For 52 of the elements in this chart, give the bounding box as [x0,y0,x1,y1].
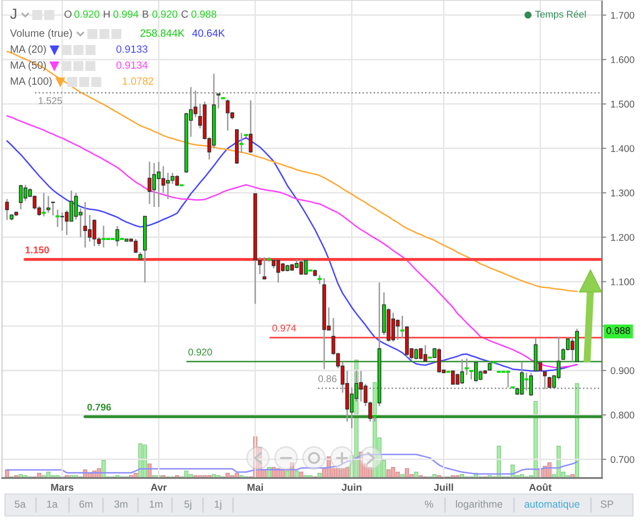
text: % [424,500,434,508]
text: SP [600,500,614,508]
text: 0.988 [606,327,630,334]
x-tick-label: Avr [150,484,167,491]
annotation: C [182,10,188,18]
ref-line-label: 0.796 [87,404,111,411]
annotation: 0.988 [191,10,216,18]
ref-line-label: 1.150 [26,246,49,254]
y-tick-label: 0.900 [610,367,634,374]
text: 5j [184,500,192,510]
x-tick-label: Juin [342,484,362,491]
text: Volume (true) [10,29,72,39]
annotation: 40.64K [192,29,225,37]
text: logarithme [456,500,502,510]
ref-line-label: 0.920 [188,348,212,356]
chart-title: J [10,8,16,19]
ref-line-label: 0.86 [318,375,336,382]
y-tick-label: 0.700 [610,456,634,463]
annotation: 0.9134 [116,61,148,69]
annotation: 0.920 [152,10,178,18]
x-tick-label: Juill [434,484,454,491]
y-tick-label: 1.200 [611,234,634,241]
text: 5a [14,500,26,508]
annotation: 0.920 [74,10,100,18]
y-tick-label: 0.800 [610,412,634,419]
ref-line-label: 1.525 [38,97,62,104]
x-tick-label: Mars [51,484,74,491]
annotation: 0.9133 [116,45,148,53]
x-tick-label: Mai [248,484,263,491]
y-tick-label: 1.600 [611,56,634,64]
annotation: 0.994 [113,10,138,18]
y-tick-label: 1.400 [611,145,634,152]
x-tick-label: Août [529,483,552,491]
text: 1j [214,500,222,510]
y-tick-label: 1.500 [611,100,634,108]
text: 3m [114,500,128,508]
annotation: B [142,10,148,18]
series-label: MA (100) [10,77,52,87]
legend-label: MA (20) [10,45,46,55]
annotation: 1.0782 [122,77,154,85]
text: 6m [79,500,92,508]
text: automatique [524,500,580,510]
annotation: O [64,10,72,18]
text: 1m [150,500,162,508]
text: 1a [47,500,58,508]
annotation: H [104,10,110,18]
y-tick-label: 1.300 [611,190,634,196]
annotation: Temps Réel [535,10,586,20]
y-tick-label: 1.100 [611,278,634,286]
annotation: 258.844K [140,29,184,37]
ref-line-label: 0.974 [272,324,296,332]
y-tick-label: 1.700 [611,12,634,19]
